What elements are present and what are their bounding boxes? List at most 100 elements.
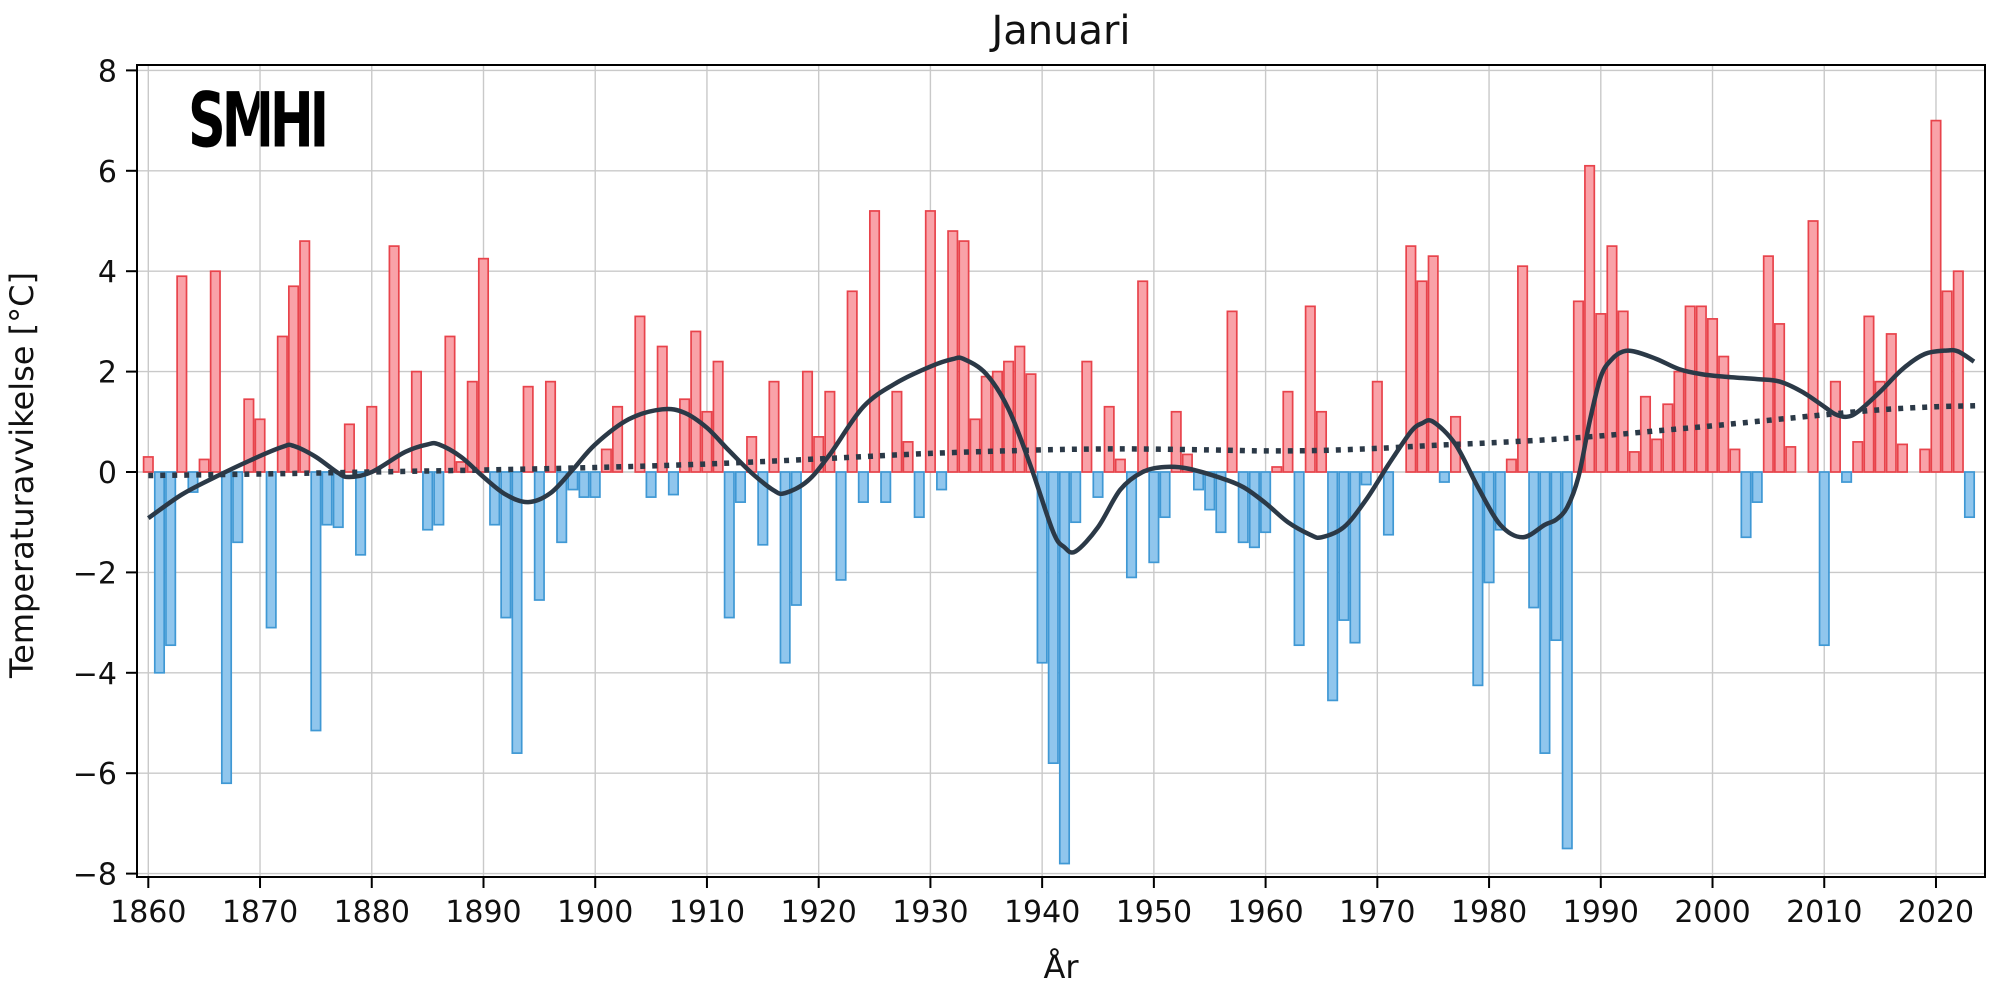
- warm-anomaly-bar: [600, 448, 612, 473]
- warm-anomaly-bar: [969, 418, 981, 473]
- warm-anomaly-bar: [366, 405, 378, 473]
- cold-anomaly-bar: [232, 471, 244, 544]
- cold-anomaly-bar: [1125, 471, 1138, 579]
- warm-anomaly-bar: [343, 423, 355, 473]
- x-tick-label: 1900: [557, 895, 633, 930]
- warm-anomaly-bar: [1282, 390, 1294, 473]
- cold-anomaly-bar: [500, 471, 512, 619]
- cold-anomaly-bar: [511, 471, 523, 754]
- x-tick-label: 2020: [1898, 895, 1974, 930]
- cold-anomaly-bar: [835, 471, 847, 581]
- cold-anomaly-bar: [1550, 471, 1562, 642]
- warm-anomaly-bar: [1617, 310, 1629, 473]
- y-tick-label: −2: [73, 556, 117, 591]
- warm-anomaly-bar: [868, 210, 881, 473]
- warm-anomaly-bar: [1628, 451, 1640, 473]
- warm-anomaly-bar: [198, 458, 210, 473]
- cold-anomaly-bar: [1070, 471, 1082, 524]
- cold-anomaly-bar: [1438, 471, 1450, 483]
- cold-anomaly-bar: [1293, 471, 1305, 647]
- warm-anomaly-bar: [209, 270, 221, 473]
- cold-anomaly-bar: [589, 471, 601, 498]
- warm-anomaly-bar: [299, 240, 311, 473]
- x-tick-label: 2010: [1786, 895, 1862, 930]
- x-tick-label: 1880: [334, 895, 410, 930]
- cold-anomaly-bar: [578, 471, 590, 498]
- warm-anomaly-bar: [1807, 220, 1819, 473]
- cold-anomaly-bar: [790, 471, 802, 606]
- cold-anomaly-bar: [265, 471, 277, 629]
- y-tick-label: 8: [98, 54, 117, 89]
- cold-anomaly-bar: [1248, 471, 1260, 549]
- warm-anomaly-bar: [388, 245, 400, 473]
- trend-line: [148, 402, 1976, 479]
- warm-anomaly-bar: [1371, 380, 1383, 473]
- cold-anomaly-bar: [556, 471, 568, 544]
- cold-anomaly-bar: [1360, 471, 1372, 486]
- warm-anomaly-bar: [947, 230, 959, 473]
- cold-anomaly-bar: [667, 471, 679, 496]
- smoothed-curve: [147, 347, 1976, 555]
- warm-anomaly-bar: [1416, 280, 1428, 473]
- warm-anomaly-bar: [142, 456, 154, 473]
- cold-anomaly-bar: [1818, 471, 1830, 647]
- warm-anomaly-bar: [1930, 119, 1942, 473]
- warm-anomaly-bar: [1684, 305, 1696, 473]
- warm-anomaly-bar: [1919, 448, 1931, 473]
- cold-anomaly-bar: [1058, 471, 1071, 865]
- x-tick-label: 1990: [1563, 895, 1639, 930]
- cold-anomaly-bar: [1193, 471, 1205, 491]
- cold-anomaly-bar: [913, 471, 925, 519]
- x-tick-label: 1860: [110, 895, 186, 930]
- cold-anomaly-bar: [489, 471, 501, 526]
- y-tick-label: 4: [98, 255, 117, 290]
- warm-anomaly-bar: [1729, 448, 1741, 473]
- warm-anomaly-bar: [276, 335, 288, 473]
- cold-anomaly-bar: [187, 471, 199, 493]
- cold-anomaly-bar: [422, 471, 434, 531]
- warm-anomaly-bar: [824, 390, 836, 473]
- cold-anomaly-bar: [645, 471, 657, 498]
- warm-anomaly-bar: [1673, 370, 1685, 473]
- cold-anomaly-bar: [220, 471, 233, 785]
- warm-anomaly-bar: [1405, 245, 1417, 473]
- warm-anomaly-bar: [712, 360, 724, 473]
- warm-anomaly-bar: [544, 380, 557, 473]
- x-tick-label: 1950: [1116, 895, 1192, 930]
- warm-anomaly-bar: [1774, 323, 1786, 473]
- x-tick-label: 1870: [222, 895, 298, 930]
- warm-anomaly-bar: [690, 330, 702, 473]
- cold-anomaly-bar: [1561, 471, 1573, 850]
- warm-anomaly-bar: [1170, 410, 1182, 473]
- warm-anomaly-bar: [701, 410, 713, 473]
- cold-anomaly-bar: [1472, 471, 1484, 687]
- warm-anomaly-bar: [1517, 265, 1529, 473]
- warm-anomaly-bar: [1706, 318, 1719, 473]
- warm-anomaly-bar: [1427, 255, 1439, 473]
- cold-anomaly-bar: [1338, 471, 1350, 621]
- cold-anomaly-bar: [321, 471, 333, 526]
- y-tick-label: 0: [98, 456, 117, 491]
- warm-anomaly-bar: [634, 315, 646, 473]
- x-tick-label: 1930: [892, 895, 968, 930]
- warm-anomaly-bar: [980, 375, 992, 473]
- cold-anomaly-bar: [1528, 471, 1540, 609]
- cold-anomaly-bar: [734, 471, 747, 503]
- warm-anomaly-bar: [1952, 270, 1964, 473]
- cold-anomaly-bar: [1349, 471, 1361, 644]
- warm-anomaly-bar: [477, 257, 490, 473]
- x-tick-label: 1920: [781, 895, 857, 930]
- cold-anomaly-bar: [757, 471, 769, 546]
- warm-anomaly-bar: [254, 418, 266, 473]
- warm-anomaly-bar: [1695, 305, 1707, 473]
- cold-anomaly-bar: [1159, 471, 1171, 519]
- cold-anomaly-bar: [1494, 471, 1506, 531]
- warm-anomaly-bar: [1081, 360, 1093, 473]
- warm-anomaly-bar: [522, 385, 534, 473]
- cold-anomaly-bar: [433, 471, 445, 526]
- cold-anomaly-bar: [1751, 471, 1763, 503]
- warm-anomaly-bar: [924, 210, 936, 473]
- cold-anomaly-bar: [1237, 471, 1249, 544]
- warm-anomaly-bar: [679, 398, 691, 473]
